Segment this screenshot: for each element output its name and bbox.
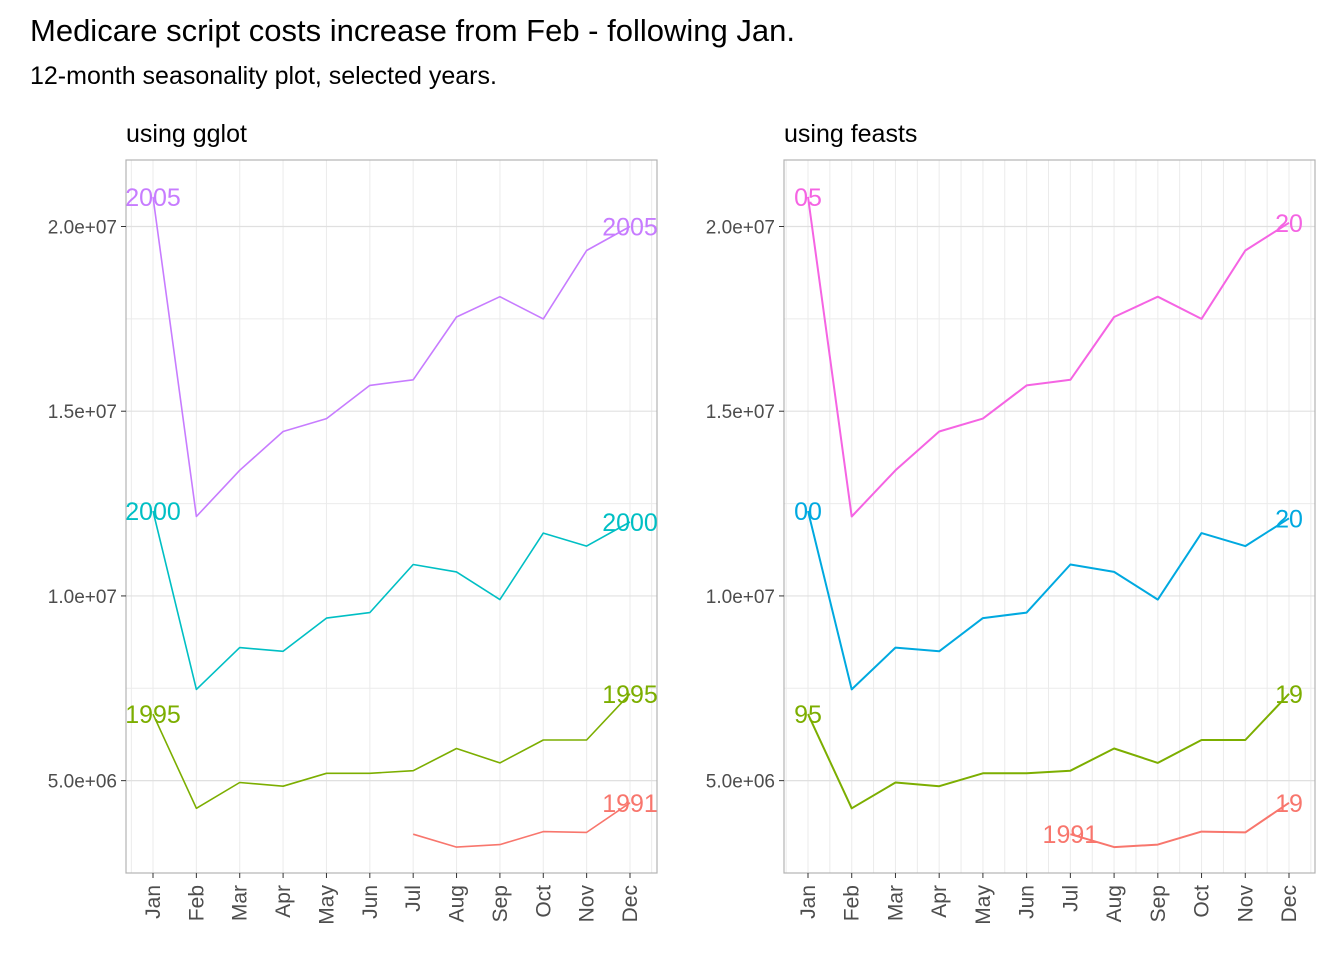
- x-tick-label: Oct: [1191, 885, 1214, 918]
- x-tick-label: Jan: [797, 885, 820, 919]
- x-tick-label: Nov: [576, 885, 599, 923]
- x-tick-label: Apr: [928, 885, 951, 918]
- series-label-1991: 1991: [602, 790, 658, 818]
- y-tick-label: 5.0e+06: [48, 772, 117, 793]
- series-labels: 1991 19 95 19 00 20 05 20: [794, 184, 1303, 849]
- series-label-1991: 19: [1275, 790, 1303, 818]
- x-tick-label: Jul: [1059, 885, 1082, 912]
- y-tick-label: 1.5e+07: [48, 402, 117, 423]
- panel-title: using feasts: [784, 120, 917, 148]
- x-tick-label: Sep: [1147, 885, 1170, 922]
- y-tick-label: 1.0e+07: [48, 587, 117, 608]
- y-tick-label: 5.0e+06: [706, 772, 775, 793]
- x-tick-label: Feb: [185, 885, 208, 921]
- series-label-1995: 1995: [602, 681, 658, 709]
- x-tick-label: Mar: [229, 885, 252, 921]
- series-line-2000: [152, 510, 631, 691]
- panel-gglot: using gglot 5.0e+06 1.0e+07 1.5e+07 2.0e+07 J…: [48, 120, 658, 925]
- series-labels: 1991 1995 1995 2000 2000 2005 2005: [125, 184, 658, 818]
- series-label-2000: 2000: [602, 509, 658, 537]
- x-tick-label: May: [972, 885, 995, 925]
- panel-border: [783, 159, 1316, 874]
- x-tick-label: Aug: [446, 885, 469, 922]
- figure-title: Medicare script costs increase from Feb …: [30, 13, 795, 48]
- major-gridlines: [126, 225, 657, 782]
- series-label-2000: 2000: [125, 498, 181, 526]
- series-label-2005: 2005: [602, 213, 658, 241]
- x-tick-label: Jan: [142, 885, 165, 919]
- panel-border: [125, 159, 658, 874]
- figure-subtitle: 12-month seasonality plot, selected year…: [30, 62, 497, 90]
- series-label-1995: 1995: [125, 701, 181, 729]
- x-tick-label: Oct: [532, 885, 555, 918]
- gridlines: [126, 160, 657, 873]
- series-label-2000: 20: [1275, 505, 1303, 533]
- x-tick-label: May: [315, 885, 338, 925]
- series-line-1995: [152, 693, 631, 810]
- x-tick-label: Jul: [402, 885, 425, 912]
- x-tick-label: Mar: [884, 885, 907, 921]
- y-tick-label: 2.0e+07: [48, 217, 117, 238]
- series-label-1995: 19: [1275, 681, 1303, 709]
- series-label-2005: 2005: [125, 184, 181, 212]
- series-line-2005: [152, 196, 631, 518]
- x-tick-label: Jun: [1016, 885, 1039, 919]
- panel-title: using gglot: [126, 120, 247, 148]
- x-tick-label: Sep: [489, 885, 512, 922]
- y-tick-label: 1.5e+07: [706, 402, 775, 423]
- series-line-1991: [412, 802, 631, 848]
- series-label-1991: 1991: [1043, 821, 1099, 849]
- x-tick-label: Feb: [841, 885, 864, 921]
- x-tick-label: Jun: [359, 885, 382, 919]
- series-line-2005: [807, 196, 1290, 518]
- series-label-2000: 00: [794, 498, 822, 526]
- series-label-2005: 20: [1275, 210, 1303, 238]
- series-lines: [807, 196, 1290, 849]
- major-gridlines: [784, 225, 1315, 782]
- series-lines: [152, 196, 631, 848]
- x-tick-label: Apr: [272, 885, 295, 918]
- x-tick-label: Aug: [1103, 885, 1126, 922]
- y-tick-label: 2.0e+07: [706, 217, 775, 238]
- series-line-1991: [1070, 801, 1290, 849]
- x-tick-label: Nov: [1234, 885, 1257, 923]
- series-line-1995: [807, 693, 1290, 810]
- x-tick-label: Dec: [619, 885, 642, 922]
- y-tick-label: 1.0e+07: [706, 587, 775, 608]
- series-label-2005: 05: [794, 184, 822, 212]
- x-tick-label: Dec: [1278, 885, 1301, 922]
- series-label-1995: 95: [794, 701, 822, 729]
- series-line-2000: [807, 510, 1290, 691]
- panel-feasts: using feasts 5.0e+06 1.0e+07 1.5e+07 2.0e+07…: [706, 120, 1316, 925]
